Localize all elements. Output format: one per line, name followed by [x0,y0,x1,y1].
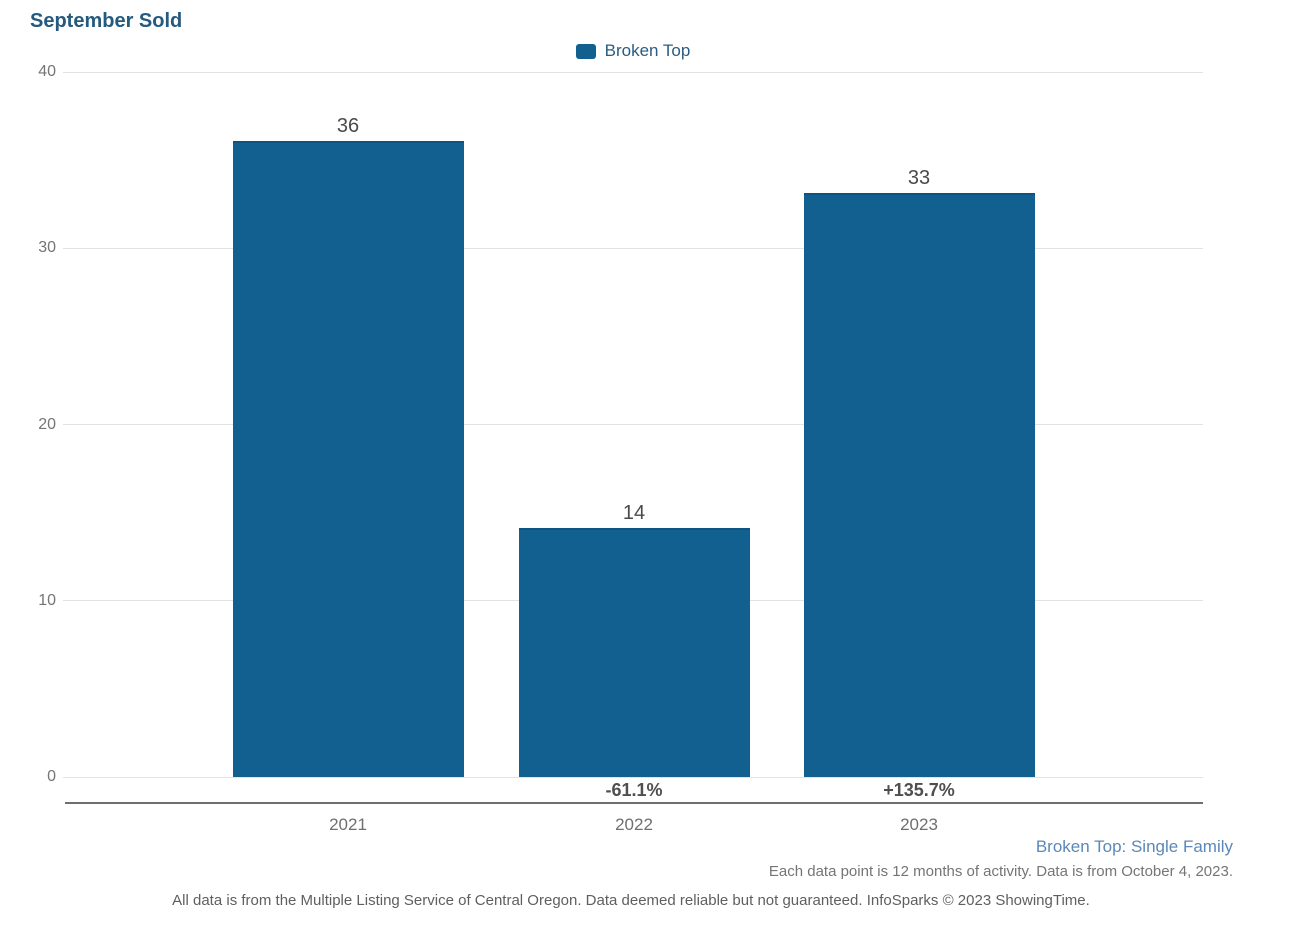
bar-2022[interactable] [518,528,750,777]
legend-item-broken-top[interactable]: Broken Top [575,41,691,61]
series-note: Broken Top: Single Family [1035,837,1233,856]
y-tick-label: 20 [38,415,56,433]
x-tick-label: 2021 [329,815,367,834]
y-tick-label: 10 [38,591,56,609]
x-tick-label: 2023 [900,815,938,834]
y-tick-label: 30 [38,239,56,257]
y-tick-label: 40 [38,63,56,80]
x-axis-line [65,802,1203,804]
plot-area: 36 14 33 [63,71,1203,778]
legend-swatch-icon [575,43,596,59]
gridline [63,247,1203,249]
bar-2021[interactable] [232,140,464,777]
value-label: 36 [336,114,360,137]
value-label: 14 [622,502,646,525]
pct-change-label: +135.7% [883,780,955,800]
legend: Broken Top [63,41,1203,61]
legend-label: Broken Top [604,41,691,60]
gridline [63,424,1203,425]
disclaimer: All data is from the Multiple Listing Se… [172,892,1090,909]
data-note: Each data point is 12 months of activity… [768,863,1233,880]
bar-2023[interactable] [803,193,1035,777]
chart-title: September Sold [30,10,183,32]
gridline [63,71,1203,73]
value-label: 33 [907,167,931,190]
x-tick-label: 2022 [615,815,653,834]
gridline [63,776,1203,778]
pct-change-label: -61.1% [605,780,663,800]
y-tick-label: 0 [47,768,56,785]
